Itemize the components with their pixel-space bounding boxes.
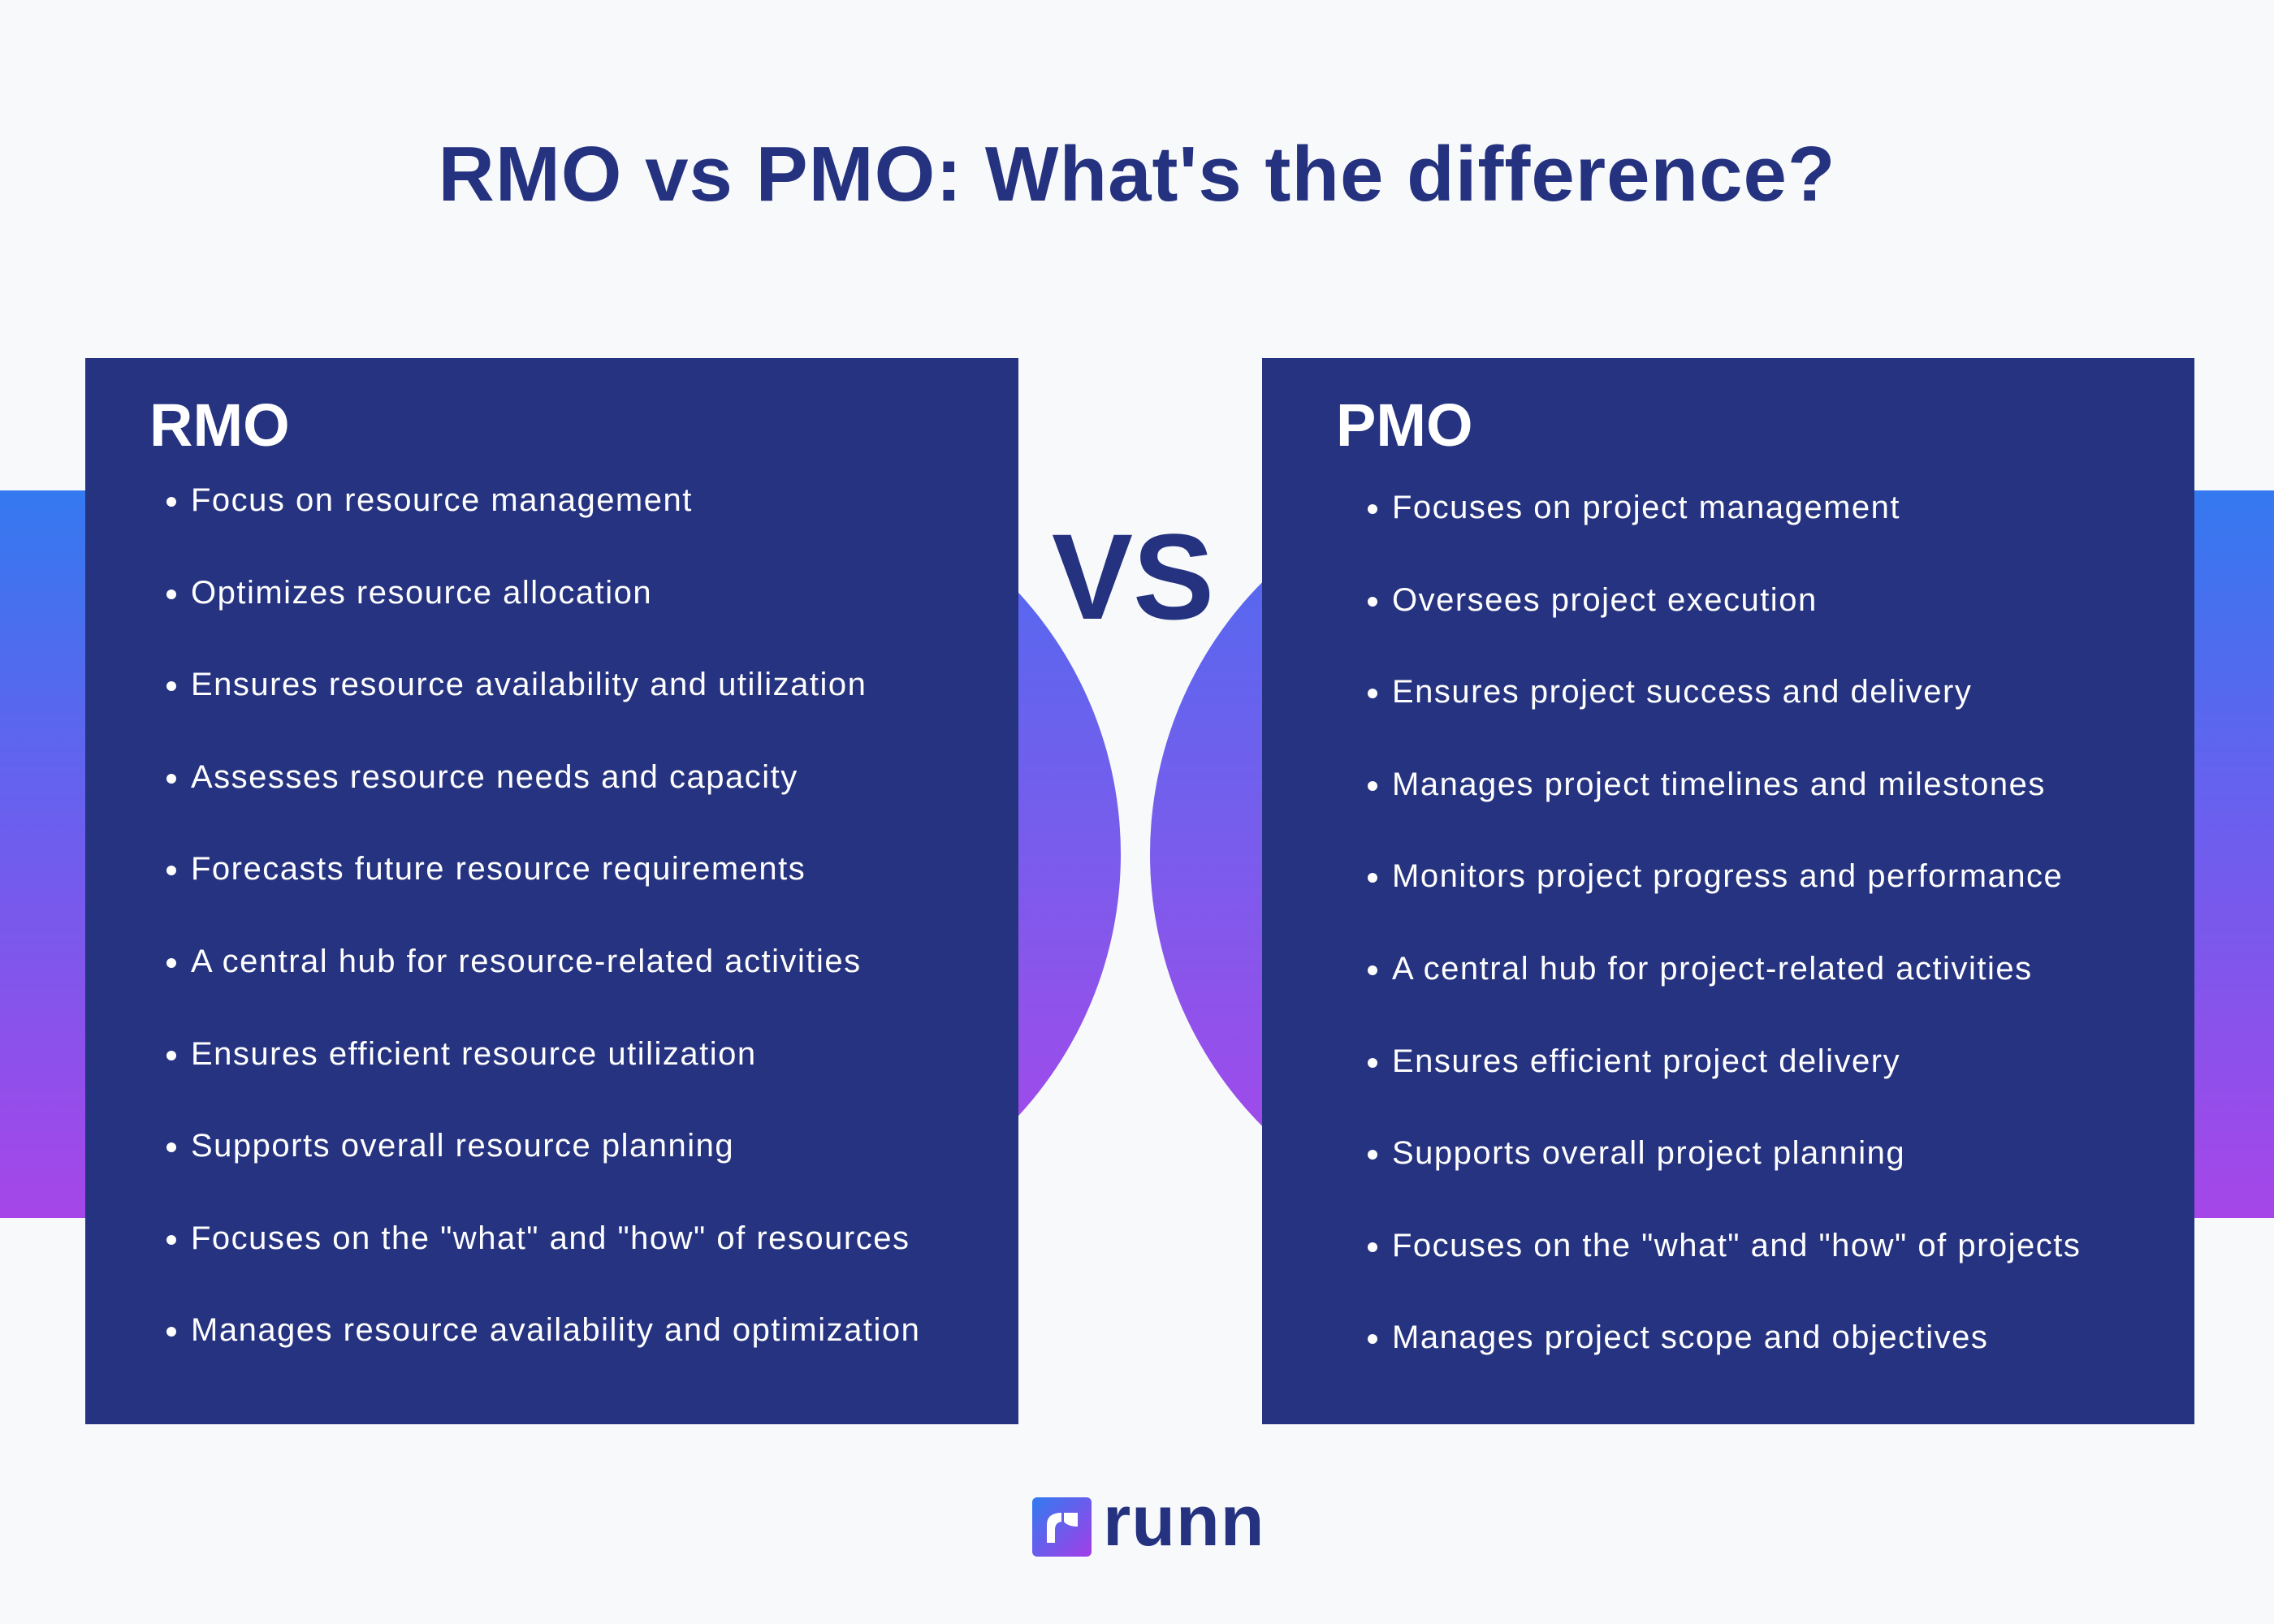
- runn-logo: runn: [1032, 1485, 1265, 1557]
- list-item: Ensures resource availability and utiliz…: [166, 668, 920, 761]
- list-item: A central hub for resource-related activ…: [166, 945, 920, 1038]
- list-item: Oversees project execution: [1368, 584, 2081, 676]
- list-item-text: A central hub for project-related activi…: [1392, 950, 2033, 987]
- bullet-icon: [166, 957, 176, 968]
- bullet-icon: [166, 1234, 176, 1245]
- bullet-icon: [166, 1142, 176, 1153]
- vs-label: VS: [1051, 508, 1215, 645]
- list-item-text: Focuses on the "what" and "how" of proje…: [1392, 1227, 2082, 1263]
- bullet-icon: [166, 1050, 176, 1060]
- bullet-icon: [1368, 1057, 1377, 1068]
- page-title: RMO vs PMO: What's the difference?: [438, 131, 1836, 218]
- list-item: Manages resource availability and optimi…: [166, 1314, 920, 1406]
- list-item-text: Manages resource availability and optimi…: [191, 1312, 921, 1349]
- bullet-icon: [166, 1327, 176, 1337]
- list-item: A central hub for project-related activi…: [1368, 952, 2081, 1045]
- list-item-text: Manages project timelines and milestones: [1392, 766, 2046, 802]
- list-item-text: Monitors project progress and performanc…: [1392, 858, 2064, 895]
- list-item-text: Ensures efficient resource utilization: [191, 1035, 757, 1072]
- bullet-icon: [166, 866, 176, 876]
- list-item-text: Oversees project execution: [1392, 581, 1818, 618]
- list-item: Ensures project success and delivery: [1368, 676, 2081, 768]
- list-item: Manages project timelines and milestones: [1368, 768, 2081, 861]
- list-item-text: Optimizes resource allocation: [191, 574, 653, 611]
- list-item-text: Focus on resource management: [191, 482, 693, 518]
- list-item-text: A central hub for resource-related activ…: [191, 943, 862, 979]
- bullet-icon: [1368, 504, 1377, 514]
- list-item: Forecasts future resource requirements: [166, 853, 920, 945]
- runn-wordmark: runn: [1103, 1480, 1265, 1561]
- bullet-icon: [1368, 965, 1377, 975]
- bullet-icon: [1368, 1334, 1377, 1345]
- gradient-band-left: [0, 490, 97, 1218]
- list-item: Manages project scope and objectives: [1368, 1321, 2081, 1414]
- list-item: Monitors project progress and performanc…: [1368, 860, 2081, 952]
- rmo-list: Focus on resource management Optimizes re…: [166, 484, 920, 1406]
- list-item: Optimizes resource allocation: [166, 577, 920, 669]
- list-item-text: Manages project scope and objectives: [1392, 1320, 1989, 1356]
- bullet-icon: [1368, 1242, 1377, 1252]
- bullet-icon: [1368, 780, 1377, 791]
- list-item-text: Ensures resource availability and utiliz…: [191, 667, 867, 703]
- list-item: Assesses resource needs and capacity: [166, 761, 920, 853]
- bullet-icon: [166, 497, 176, 507]
- pmo-panel: PMO Focuses on project management Oversee…: [1262, 358, 2194, 1424]
- pmo-heading: PMO: [1336, 391, 1473, 459]
- list-item-text: Supports overall project planning: [1392, 1135, 1906, 1172]
- list-item: Focuses on the "what" and "how" of proje…: [1368, 1229, 2081, 1322]
- list-item: Focus on resource management: [166, 484, 920, 577]
- list-item-text: Focuses on project management: [1392, 490, 1901, 525]
- list-item-text: Forecasts future resource requirements: [191, 851, 806, 888]
- list-item: Ensures efficient project delivery: [1368, 1045, 2081, 1138]
- list-item: Ensures efficient resource utilization: [166, 1038, 920, 1130]
- bullet-icon: [166, 773, 176, 784]
- list-item-text: Ensures efficient project delivery: [1392, 1043, 1901, 1079]
- list-item: Focuses on project management: [1368, 491, 2081, 584]
- bullet-icon: [1368, 873, 1377, 883]
- list-item-text: Assesses resource needs and capacity: [191, 758, 798, 795]
- rmo-heading: RMO: [149, 391, 290, 459]
- list-item-text: Focuses on the "what" and "how" of resou…: [191, 1220, 910, 1256]
- bullet-icon: [1368, 1150, 1377, 1160]
- pmo-list: Focuses on project management Oversees pr…: [1368, 491, 2081, 1414]
- bullet-icon: [166, 589, 176, 599]
- list-item: Supports overall project planning: [1368, 1137, 2081, 1229]
- bullet-icon: [1368, 596, 1377, 607]
- list-item: Supports overall resource planning: [166, 1129, 920, 1222]
- bullet-icon: [166, 681, 176, 692]
- bullet-icon: [1368, 689, 1377, 699]
- list-item-text: Ensures project success and delivery: [1392, 674, 1973, 710]
- list-item: Focuses on the "what" and "how" of resou…: [166, 1222, 920, 1315]
- runn-r-logo-icon: [1032, 1497, 1092, 1557]
- rmo-panel: RMO Focus on resource management Optimize…: [85, 358, 1018, 1424]
- list-item-text: Supports overall resource planning: [191, 1128, 735, 1164]
